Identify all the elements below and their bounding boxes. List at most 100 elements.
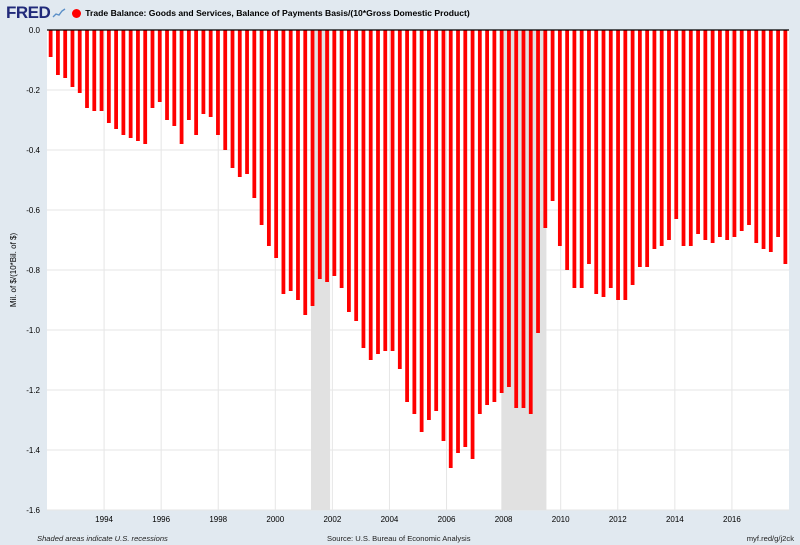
bar [579, 30, 584, 288]
bar [354, 30, 359, 321]
x-tick-label: 2006 [438, 515, 456, 524]
bar [150, 30, 155, 108]
bar [470, 30, 475, 459]
y-tick-label: 0.0 [29, 26, 41, 35]
bar [303, 30, 308, 315]
bar [70, 30, 75, 87]
bar [645, 30, 650, 267]
bar [266, 30, 271, 246]
bar [397, 30, 402, 369]
bar [92, 30, 97, 111]
y-tick-label: -0.2 [26, 86, 40, 95]
x-tick-label: 2000 [266, 515, 284, 524]
bar [601, 30, 606, 297]
bar [252, 30, 257, 198]
bar [216, 30, 220, 135]
y-tick-label: -0.4 [26, 146, 40, 155]
bar [725, 30, 730, 240]
bar [463, 30, 468, 447]
x-tick-label: 2014 [666, 515, 684, 524]
y-tick-label: -1.0 [26, 326, 40, 335]
bar [587, 30, 591, 264]
bar [405, 30, 409, 402]
bar [507, 30, 511, 387]
bar [521, 30, 526, 408]
bar [172, 30, 177, 126]
bar [274, 30, 279, 258]
bar [477, 30, 482, 414]
bar [208, 30, 213, 117]
x-tick-label: 2010 [552, 515, 570, 524]
bar [128, 30, 133, 138]
bar [332, 30, 337, 276]
bar [237, 30, 242, 177]
bar [434, 30, 439, 411]
bar [383, 30, 388, 351]
bar [339, 30, 344, 288]
fred-logo[interactable]: FRED [6, 3, 51, 22]
bar [361, 30, 366, 348]
bar [543, 30, 548, 228]
bar [565, 30, 570, 270]
bar [637, 30, 642, 267]
bar [550, 30, 555, 201]
bar [710, 30, 715, 243]
bar [114, 30, 118, 129]
bar [85, 30, 89, 108]
bar [179, 30, 184, 144]
bar [528, 30, 533, 414]
bar [485, 30, 489, 405]
x-tick-label: 2002 [323, 515, 341, 524]
bar [368, 30, 373, 360]
bar [659, 30, 664, 246]
bar [136, 30, 140, 141]
y-tick-label: -0.6 [26, 206, 40, 215]
bar [514, 30, 519, 408]
bar [121, 30, 126, 135]
bar [376, 30, 380, 354]
x-tick-label: 2008 [495, 515, 513, 524]
x-tick-label: 1996 [152, 515, 170, 524]
chart-header: FRED Trade Balance: Goods and Services, … [6, 3, 470, 22]
recession-note: Shaded areas indicate U.S. recessions [37, 534, 168, 543]
x-tick-label: 2012 [609, 515, 627, 524]
source-note[interactable]: Source: U.S. Bureau of Economic Analysis [327, 534, 471, 543]
bar [310, 30, 315, 306]
bar [99, 30, 104, 111]
bar [441, 30, 446, 441]
series-title[interactable]: Trade Balance: Goods and Services, Balan… [85, 8, 470, 18]
bar [557, 30, 562, 246]
bar [419, 30, 424, 432]
bar [703, 30, 708, 240]
bar [747, 30, 751, 225]
series-legend-marker [72, 8, 82, 18]
bar [288, 30, 293, 291]
x-tick-label: 2004 [381, 515, 399, 524]
bar [732, 30, 737, 237]
fred-line-chart-icon [52, 7, 66, 17]
bar [761, 30, 766, 249]
x-tick-label: 1994 [95, 515, 113, 524]
bar [186, 30, 191, 120]
bar [492, 30, 497, 402]
y-tick-label: -0.8 [26, 266, 40, 275]
bar [347, 30, 351, 312]
bar [630, 30, 635, 285]
bar [230, 30, 235, 168]
bar [223, 30, 228, 150]
bar [143, 30, 148, 144]
bar [718, 30, 722, 237]
bar [696, 30, 700, 234]
bar [281, 30, 286, 294]
bar [296, 30, 300, 300]
short-link[interactable]: myf.red/g/j2ck [746, 534, 794, 543]
bar [194, 30, 199, 135]
bar [106, 30, 111, 123]
y-tick-label: -1.2 [26, 386, 40, 395]
bar [48, 30, 53, 57]
bar [688, 30, 693, 246]
bar [623, 30, 628, 300]
bar [768, 30, 773, 252]
bar [608, 30, 613, 288]
y-tick-label: -1.4 [26, 446, 40, 455]
